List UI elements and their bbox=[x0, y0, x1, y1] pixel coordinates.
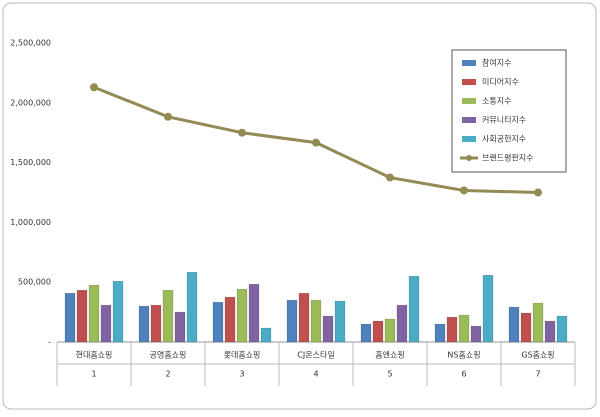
legend-swatch bbox=[462, 136, 476, 142]
bar bbox=[322, 315, 334, 343]
y-tick-label: 1,500,000 bbox=[10, 158, 51, 167]
bar bbox=[150, 304, 162, 343]
legend-swatch bbox=[462, 98, 476, 104]
rank-label: 6 bbox=[461, 370, 466, 379]
line-marker bbox=[460, 186, 468, 195]
bar bbox=[470, 325, 482, 343]
line-marker bbox=[238, 128, 246, 137]
bar bbox=[224, 296, 236, 343]
bar bbox=[162, 289, 174, 343]
legend-label: 미디어지수 bbox=[482, 77, 519, 87]
bar bbox=[532, 302, 544, 343]
bar bbox=[508, 306, 520, 343]
y-tick-label: - bbox=[48, 338, 51, 347]
y-tick-label: 2,500,000 bbox=[10, 39, 51, 48]
x-tick-label: 공영홈쇼핑 bbox=[150, 350, 187, 360]
legend-swatch bbox=[462, 79, 476, 85]
bar bbox=[212, 301, 224, 343]
legend-label: 소통지수 bbox=[482, 97, 511, 106]
bar bbox=[544, 320, 556, 343]
bar bbox=[310, 299, 322, 343]
line-marker bbox=[534, 188, 542, 197]
legend-label: 브랜드평판지수 bbox=[482, 153, 534, 163]
x-tick-label: 홈앤쇼핑 bbox=[375, 350, 404, 360]
rank-label: 4 bbox=[313, 370, 318, 379]
bar bbox=[64, 292, 76, 343]
legend-box bbox=[451, 49, 567, 173]
x-tick-label: CJ온스타일 bbox=[297, 351, 334, 360]
bar bbox=[286, 299, 298, 343]
legend-swatch bbox=[466, 155, 472, 161]
legend-label: 커뮤니티지수 bbox=[482, 115, 526, 125]
bar bbox=[88, 284, 100, 343]
rank-label: 3 bbox=[239, 370, 244, 379]
bar bbox=[260, 327, 272, 343]
rank-label: 5 bbox=[387, 370, 392, 379]
y-tick-label: 1,000,000 bbox=[10, 218, 51, 227]
bar bbox=[556, 315, 568, 343]
x-tick-label: 롯데홈쇼핑 bbox=[224, 350, 261, 360]
y-tick-label: 500,000 bbox=[18, 278, 51, 287]
bar bbox=[458, 314, 470, 343]
bar bbox=[236, 288, 248, 343]
bar bbox=[408, 275, 420, 343]
bar bbox=[298, 292, 310, 343]
legend-label: 참여지수 bbox=[482, 58, 511, 68]
line-marker bbox=[164, 112, 172, 121]
bar bbox=[360, 323, 372, 343]
rank-label: 1 bbox=[91, 370, 96, 379]
rank-label: 2 bbox=[165, 370, 170, 379]
line-marker bbox=[386, 173, 394, 182]
bar bbox=[446, 316, 458, 343]
bar bbox=[520, 312, 532, 343]
bar bbox=[334, 300, 346, 343]
bar bbox=[174, 311, 186, 343]
line-marker bbox=[312, 138, 320, 147]
bar bbox=[138, 305, 150, 343]
legend-swatch bbox=[462, 117, 476, 123]
rank-label: 7 bbox=[535, 370, 540, 379]
line-marker bbox=[90, 83, 98, 92]
legend-swatch bbox=[462, 60, 476, 66]
x-tick-label: 현대홈쇼핑 bbox=[76, 350, 113, 360]
bar bbox=[396, 304, 408, 343]
bar bbox=[434, 323, 446, 343]
y-tick-label: 2,000,000 bbox=[10, 98, 51, 107]
x-tick-label: NS홈쇼핑 bbox=[447, 350, 480, 360]
bar bbox=[482, 275, 494, 343]
bar bbox=[112, 280, 124, 343]
x-tick-label: GS홈쇼핑 bbox=[521, 350, 554, 360]
bar bbox=[100, 304, 112, 343]
legend-label: 사회공헌지수 bbox=[482, 135, 526, 144]
bar bbox=[384, 318, 396, 343]
bar bbox=[248, 283, 260, 343]
bar bbox=[76, 289, 88, 343]
bar bbox=[186, 272, 198, 343]
bar bbox=[372, 320, 384, 343]
